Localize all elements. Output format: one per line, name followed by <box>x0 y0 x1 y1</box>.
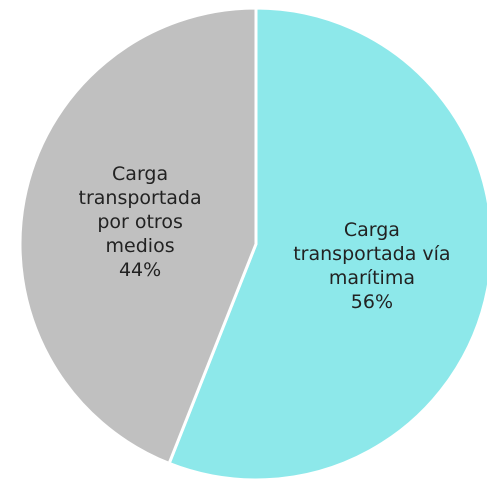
pie-slice <box>18 6 258 466</box>
category-label: Carga transportada vía marítima <box>293 219 451 290</box>
category-label: Carga transportada por otros medios <box>78 162 202 257</box>
slice-label: Carga transportada vía marítima 56% <box>292 218 452 314</box>
value-label: 44% <box>118 258 162 281</box>
value-label: 56% <box>350 291 394 314</box>
pie-slice <box>167 6 487 482</box>
slice-label: Carga transportada por otros medios 44% <box>73 162 208 282</box>
